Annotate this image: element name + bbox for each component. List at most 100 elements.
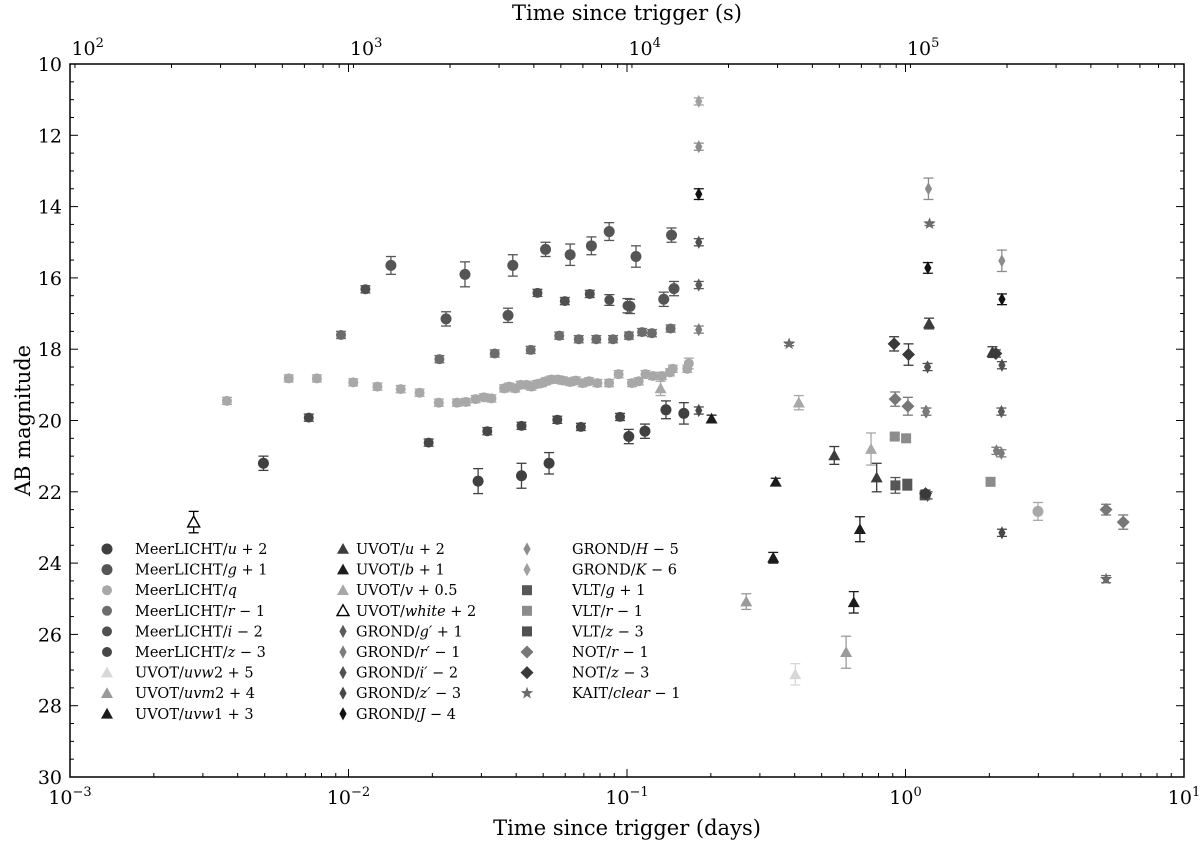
legend-label: VLT/r − 1 — [571, 604, 643, 620]
legend-entry: KAIT/clear − 1 — [520, 686, 681, 702]
legend-label: UVOT/uvw2 + 5 — [135, 666, 254, 682]
data-point — [1099, 503, 1113, 517]
data-point — [532, 287, 543, 298]
data-point — [303, 412, 314, 423]
data-point — [1032, 505, 1044, 517]
series-10 — [705, 412, 866, 543]
data-point — [767, 551, 780, 563]
legend-marker — [520, 666, 534, 680]
legend-label: UVOT/u + 2 — [356, 542, 445, 558]
data-point — [922, 404, 931, 419]
data-point — [516, 420, 527, 431]
legend-marker — [339, 645, 347, 659]
data-point — [395, 384, 406, 395]
legend-marker — [522, 605, 532, 616]
legend-marker — [522, 626, 532, 637]
legend-label: GROND/g′ + 1 — [356, 624, 463, 640]
data-point — [585, 240, 597, 252]
data-point — [525, 344, 536, 355]
y-axis-label: AB magnitude — [11, 345, 35, 497]
data-point — [888, 392, 902, 406]
legend-label: UVOT/uvm2 + 4 — [135, 686, 255, 702]
legend-entry: VLT/z − 3 — [522, 624, 644, 640]
data-point — [186, 514, 201, 528]
data-point — [901, 348, 915, 362]
data-point — [472, 475, 484, 487]
x-axis-label: Time since trigger (days) — [493, 816, 761, 840]
legend-marker — [522, 585, 532, 596]
x-top-tick-label: 103 — [350, 36, 382, 60]
y-tick-label: 12 — [38, 125, 62, 147]
data-point — [552, 414, 563, 425]
legend-marker — [337, 543, 349, 554]
legend-marker — [101, 687, 113, 698]
data-point — [559, 296, 570, 307]
y-tick-label: 30 — [38, 767, 62, 789]
legend-marker — [102, 585, 112, 596]
data-point — [1116, 515, 1130, 529]
legend-entry: GROND/r′ − 1 — [339, 645, 460, 661]
data-point — [887, 337, 901, 351]
top-x-axis-label: Time since trigger (s) — [512, 1, 742, 25]
data-point — [336, 329, 347, 340]
data-point — [573, 334, 584, 345]
data-point — [584, 376, 595, 387]
data-point — [923, 217, 936, 229]
legend-marker — [337, 584, 349, 595]
data-point — [584, 288, 595, 299]
legend-entry: VLT/g + 1 — [522, 583, 645, 599]
legend-label: GROND/i′ − 2 — [356, 666, 458, 682]
data-point — [865, 443, 878, 454]
legend-marker — [520, 645, 534, 659]
series-24 — [887, 336, 1003, 501]
series-6 — [789, 662, 802, 686]
series-15 — [693, 235, 1007, 374]
legend-marker — [335, 603, 351, 617]
legend-entry: VLT/r − 1 — [522, 604, 643, 620]
legend-label: GROND/H − 5 — [572, 542, 679, 558]
legend-marker — [101, 666, 113, 678]
legend-entry: UVOT/uvm2 + 4 — [101, 686, 255, 702]
data-point — [604, 378, 615, 389]
legend-label: UVOT/white + 2 — [356, 604, 476, 620]
series-21 — [889, 431, 996, 487]
data-point — [603, 226, 615, 238]
data-point — [923, 360, 932, 374]
data-point — [433, 397, 444, 408]
data-point — [998, 292, 1006, 306]
data-point — [257, 457, 269, 469]
data-point — [385, 259, 397, 271]
data-point — [901, 433, 912, 444]
data-point — [515, 470, 527, 482]
data-point — [221, 395, 232, 406]
legend-label: GROND/K − 6 — [572, 563, 677, 579]
data-point — [604, 295, 615, 306]
legend: MeerLICHT/u + 2 MeerLICHT/g + 1 MeerLICHT/… — [101, 542, 681, 723]
data-point — [372, 381, 383, 392]
legend-label: MeerLICHT/g + 1 — [135, 563, 267, 579]
legend-entry: MeerLICHT/i − 2 — [102, 624, 263, 640]
legend-entry: GROND/i′ − 2 — [339, 666, 458, 682]
data-point — [543, 457, 555, 469]
data-point — [789, 668, 802, 680]
data-point — [640, 369, 651, 380]
y-tick-label: 18 — [38, 339, 62, 361]
data-point — [623, 330, 634, 341]
legend-entry: UVOT/uvw1 + 3 — [101, 707, 254, 723]
series-0 — [257, 400, 690, 495]
legend-label: NOT/z − 3 — [572, 666, 649, 682]
data-point — [283, 373, 294, 384]
data-point — [695, 322, 703, 337]
legend-label: VLT/z − 3 — [571, 624, 644, 640]
legend-marker — [101, 543, 113, 555]
y-tick-label: 28 — [38, 696, 62, 718]
legend-label: UVOT/uvw1 + 3 — [135, 707, 254, 723]
legend-entry: GROND/J − 4 — [339, 707, 456, 723]
series-17 — [693, 187, 1007, 306]
data-point — [705, 412, 718, 424]
legend-entry: UVOT/white + 2 — [335, 603, 476, 620]
data-point — [623, 431, 635, 443]
data-point — [630, 251, 642, 263]
data-point — [440, 313, 452, 325]
